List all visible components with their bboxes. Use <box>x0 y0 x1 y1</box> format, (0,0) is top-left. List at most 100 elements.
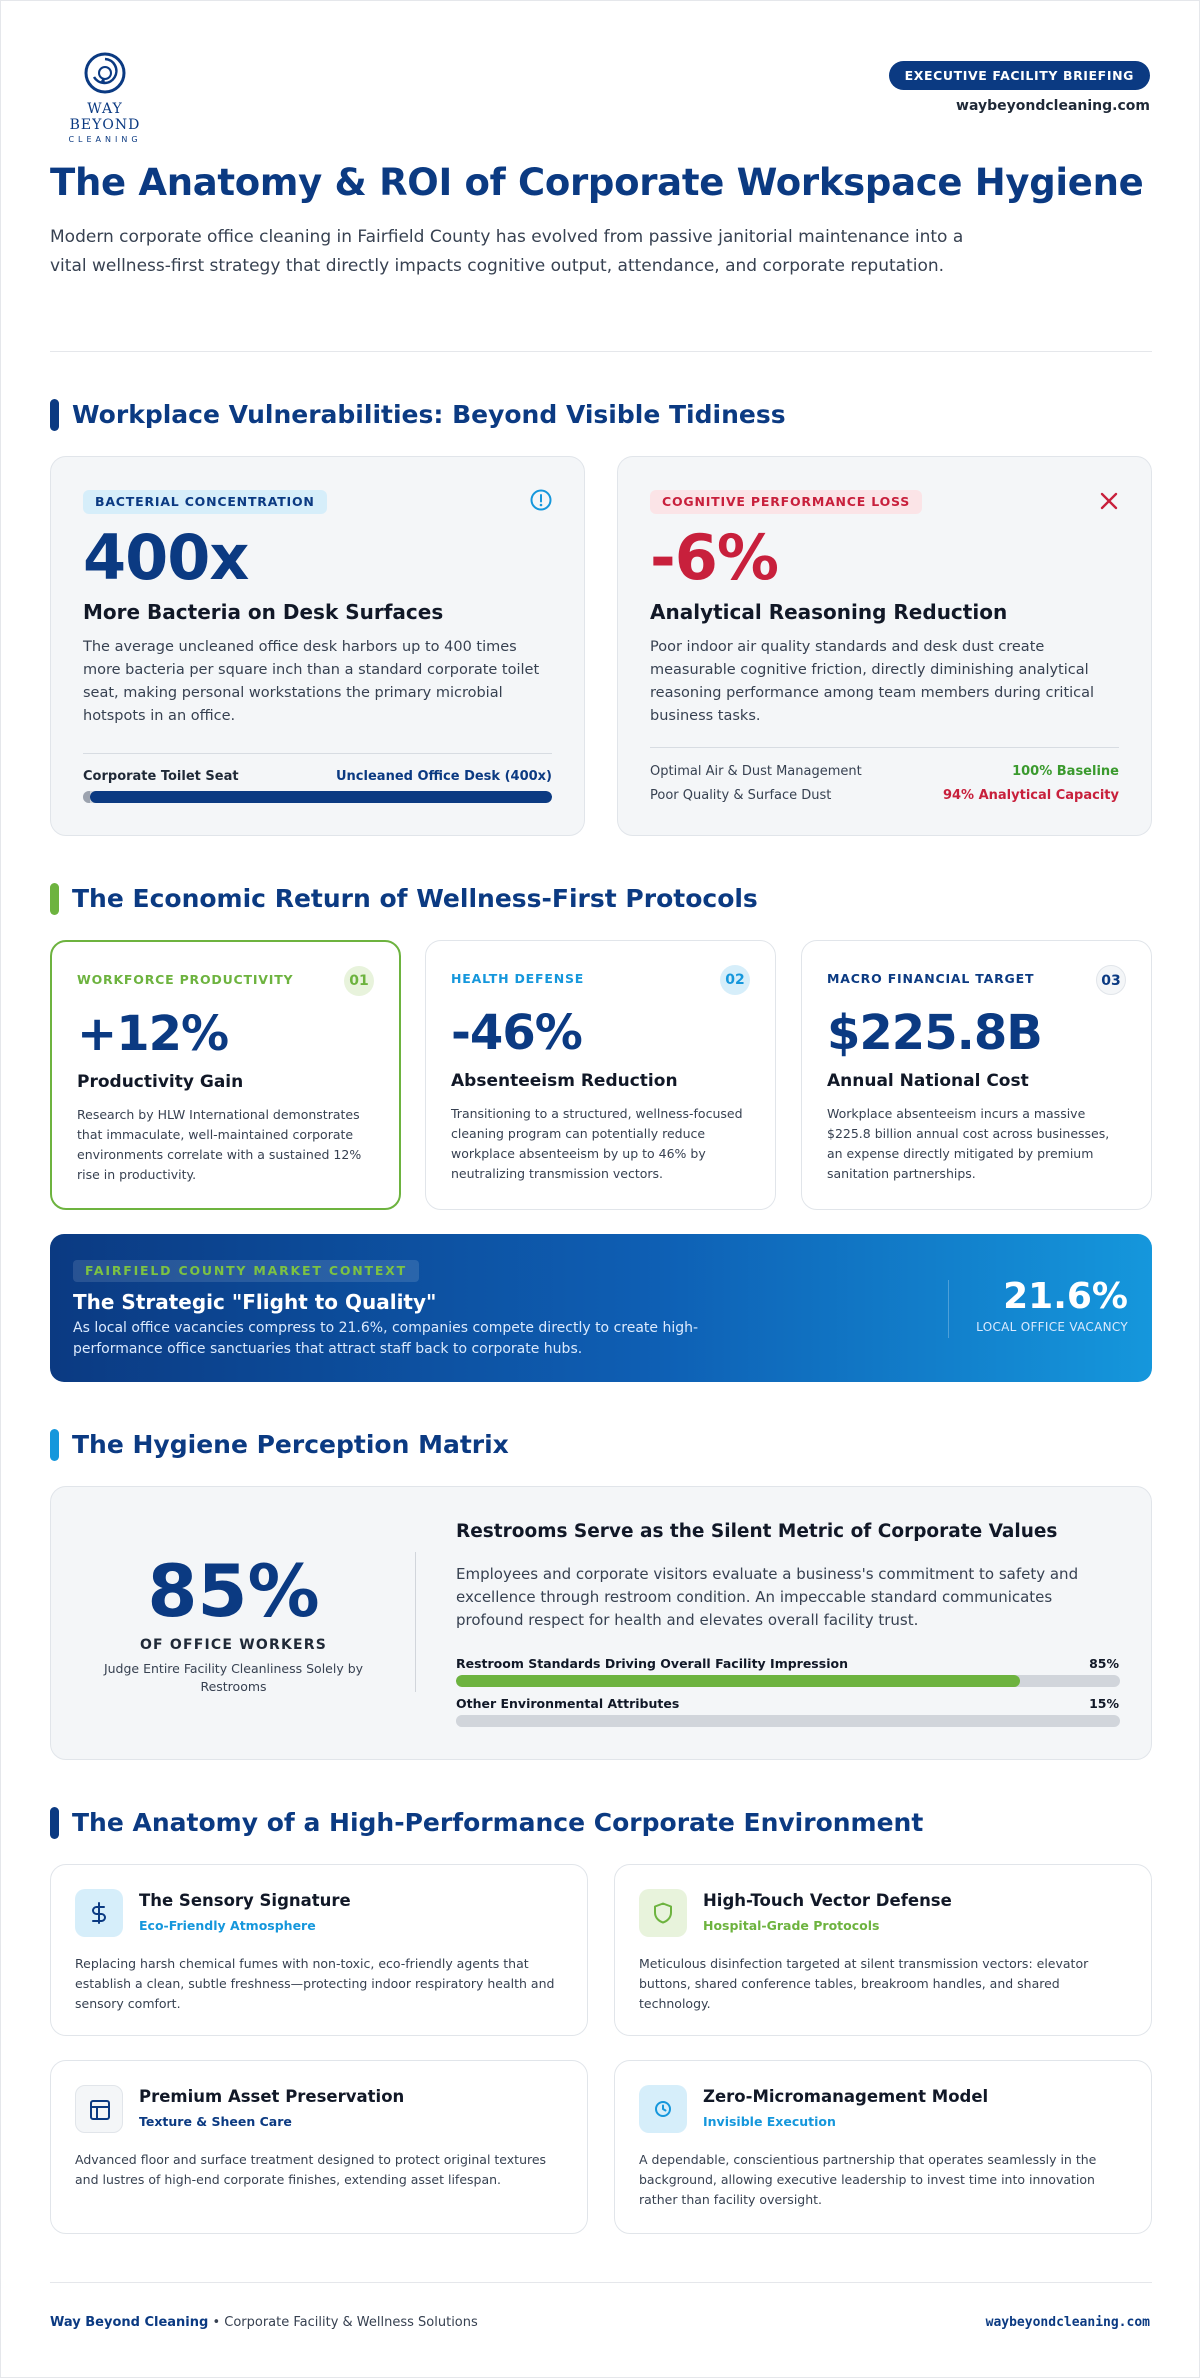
economic-category: WORKFORCE PRODUCTIVITY <box>77 972 294 987</box>
section-title-anatomy: The Anatomy of a High-Performance Corpor… <box>50 1807 923 1839</box>
cognitive-row-value: 94% Analytical Capacity <box>942 788 1119 803</box>
anatomy-card-vector-defense: High-Touch Vector Defense Hospital-Grade… <box>614 1864 1152 2036</box>
icon-tile <box>75 2085 123 2133</box>
divider <box>948 1280 949 1338</box>
icon-tile <box>639 2085 687 2133</box>
divider <box>50 351 1152 352</box>
economic-stat: $225.8B <box>827 1005 1043 1061</box>
economic-stat: +12% <box>77 1006 229 1062</box>
bar-fill-other <box>456 1715 556 1727</box>
economic-number-badge: 01 <box>344 966 374 996</box>
icon-tile <box>75 1889 123 1937</box>
footer-site-link[interactable]: waybeyondcleaning.com <box>985 2315 1150 2330</box>
shield-icon <box>654 1902 672 1924</box>
economic-card-health: HEALTH DEFENSE 02 -46% Absenteeism Reduc… <box>425 940 776 1210</box>
banner-pill: FAIRFIELD COUNTY MARKET CONTEXT <box>73 1260 419 1282</box>
section-accent <box>50 1429 59 1461</box>
anatomy-text: A dependable, conscientious partnership … <box>639 2152 1097 2207</box>
logo-name: WAY BEYOND <box>69 101 141 133</box>
logo[interactable]: WAY BEYOND CLEANING <box>50 49 160 144</box>
section-title-text: The Economic Return of Wellness-First Pr… <box>72 884 758 913</box>
layout-icon <box>90 2100 110 2120</box>
divider <box>50 2282 1152 2283</box>
x-icon <box>1100 492 1118 510</box>
section-accent <box>50 1807 59 1839</box>
bar-value: 85% <box>1089 1656 1119 1671</box>
section-title-text: The Anatomy of a High-Performance Corpor… <box>72 1808 924 1837</box>
header-site-link[interactable]: waybeyondcleaning.com <box>956 98 1150 114</box>
bacteria-stat: 400x <box>83 521 249 594</box>
economic-subtitle: Annual National Cost <box>827 1071 1029 1091</box>
matrix-card-title: Restrooms Serve as the Silent Metric of … <box>456 1521 1058 1542</box>
anatomy-text: Advanced floor and surface treatment des… <box>75 2152 547 2187</box>
divider <box>650 747 1119 748</box>
economic-number-badge: 02 <box>720 965 750 995</box>
compare-right-label: Uncleaned Office Desk (400x) <box>336 769 552 784</box>
economic-subtitle: Absenteeism Reduction <box>451 1071 678 1091</box>
matrix-stat: 85% <box>147 1549 320 1633</box>
compare-track <box>83 791 552 803</box>
banner-stat-label: LOCAL OFFICE VACANCY <box>976 1320 1128 1334</box>
anatomy-subtitle: Invisible Execution <box>703 2114 836 2129</box>
matrix-stat-desc: Judge Entire Facility Cleanliness Solely… <box>103 1661 364 1694</box>
anatomy-subtitle: Eco-Friendly Atmosphere <box>139 1918 316 1933</box>
briefing-badge: EXECUTIVE FACILITY BRIEFING <box>888 61 1150 90</box>
logo-swirl-icon <box>84 52 126 94</box>
bar-label: Other Environmental Attributes <box>456 1696 680 1711</box>
economic-text: Transitioning to a structured, wellness-… <box>451 1106 743 1181</box>
cognitive-subtitle: Analytical Reasoning Reduction <box>650 600 1008 624</box>
bacteria-card: BACTERIAL CONCENTRATION 400x More Bacter… <box>50 456 585 836</box>
economic-subtitle: Productivity Gain <box>77 1072 244 1092</box>
compare-left-label: Corporate Toilet Seat <box>83 769 239 784</box>
bar-value: 15% <box>1089 1696 1119 1711</box>
bacteria-text: The average uncleaned office desk harbor… <box>83 639 540 724</box>
economic-text: Workplace absenteeism incurs a massive $… <box>827 1106 1110 1181</box>
cognitive-card: COGNITIVE PERFORMANCE LOSS -6% Analytica… <box>617 456 1152 836</box>
section-title-matrix: The Hygiene Perception Matrix <box>50 1429 509 1461</box>
economic-card-productivity: WORKFORCE PRODUCTIVITY 01 +12% Productiv… <box>50 940 401 1210</box>
bar-label: Restroom Standards Driving Overall Facil… <box>456 1656 848 1671</box>
cognitive-pill: COGNITIVE PERFORMANCE LOSS <box>650 490 923 514</box>
section-accent <box>50 399 59 431</box>
economic-card-financial: MACRO FINANCIAL TARGET 03 $225.8B Annual… <box>801 940 1152 1210</box>
compare-desk-fill <box>90 791 552 803</box>
divider <box>415 1552 416 1692</box>
anatomy-title: High-Touch Vector Defense <box>703 1891 952 1910</box>
economic-number-badge: 03 <box>1096 965 1126 995</box>
section-title-text: The Hygiene Perception Matrix <box>72 1430 509 1459</box>
section-title-text: Workplace Vulnerabilities: Beyond Visibl… <box>72 400 786 429</box>
cognitive-row-value: 100% Baseline <box>1012 764 1119 779</box>
economic-category: HEALTH DEFENSE <box>451 971 585 986</box>
clock-icon <box>655 2101 671 2117</box>
bar-track <box>456 1675 1120 1687</box>
anatomy-title: Premium Asset Preservation <box>139 2087 405 2106</box>
cognitive-stat: -6% <box>650 521 779 594</box>
economic-category: MACRO FINANCIAL TARGET <box>827 971 1035 986</box>
bar-fill-restroom <box>456 1675 1021 1687</box>
footer-brand: Way Beyond Cleaning • Corporate Facility… <box>50 2315 478 2330</box>
cognitive-row-label: Optimal Air & Dust Management <box>650 764 862 779</box>
cognitive-text: Poor indoor air quality standards and de… <box>650 639 1095 724</box>
bar-track <box>456 1715 1120 1727</box>
anatomy-card-asset-preservation: Premium Asset Preservation Texture & She… <box>50 2060 588 2234</box>
anatomy-subtitle: Texture & Sheen Care <box>139 2114 292 2129</box>
divider <box>83 753 552 754</box>
matrix-stat-label: OF OFFICE WORKERS <box>139 1637 328 1653</box>
matrix-card-text: Employees and corporate visitors evaluat… <box>456 1565 1079 1629</box>
compare-toilet-fill <box>83 791 91 803</box>
dollar-icon <box>92 1902 106 1924</box>
footer-brand-name: Way Beyond Cleaning <box>50 2315 209 2330</box>
banner-stat: 21.6% <box>1003 1276 1128 1317</box>
banner-text: As local office vacancies compress to 21… <box>73 1320 699 1357</box>
matrix-card: 85% OF OFFICE WORKERS Judge Entire Facil… <box>50 1486 1152 1760</box>
cognitive-row-label: Poor Quality & Surface Dust <box>650 788 832 803</box>
footer-tagline: • Corporate Facility & Wellness Solution… <box>208 2315 478 2330</box>
anatomy-text: Replacing harsh chemical fumes with non-… <box>75 1956 555 2011</box>
section-accent <box>50 883 59 915</box>
alert-circle-icon <box>530 489 552 511</box>
anatomy-text: Meticulous disinfection targeted at sile… <box>639 1956 1089 2011</box>
section-title-vulnerabilities: Workplace Vulnerabilities: Beyond Visibl… <box>50 399 786 431</box>
anatomy-subtitle: Hospital-Grade Protocols <box>703 1918 880 1933</box>
banner-title: The Strategic "Flight to Quality" <box>73 1290 437 1314</box>
